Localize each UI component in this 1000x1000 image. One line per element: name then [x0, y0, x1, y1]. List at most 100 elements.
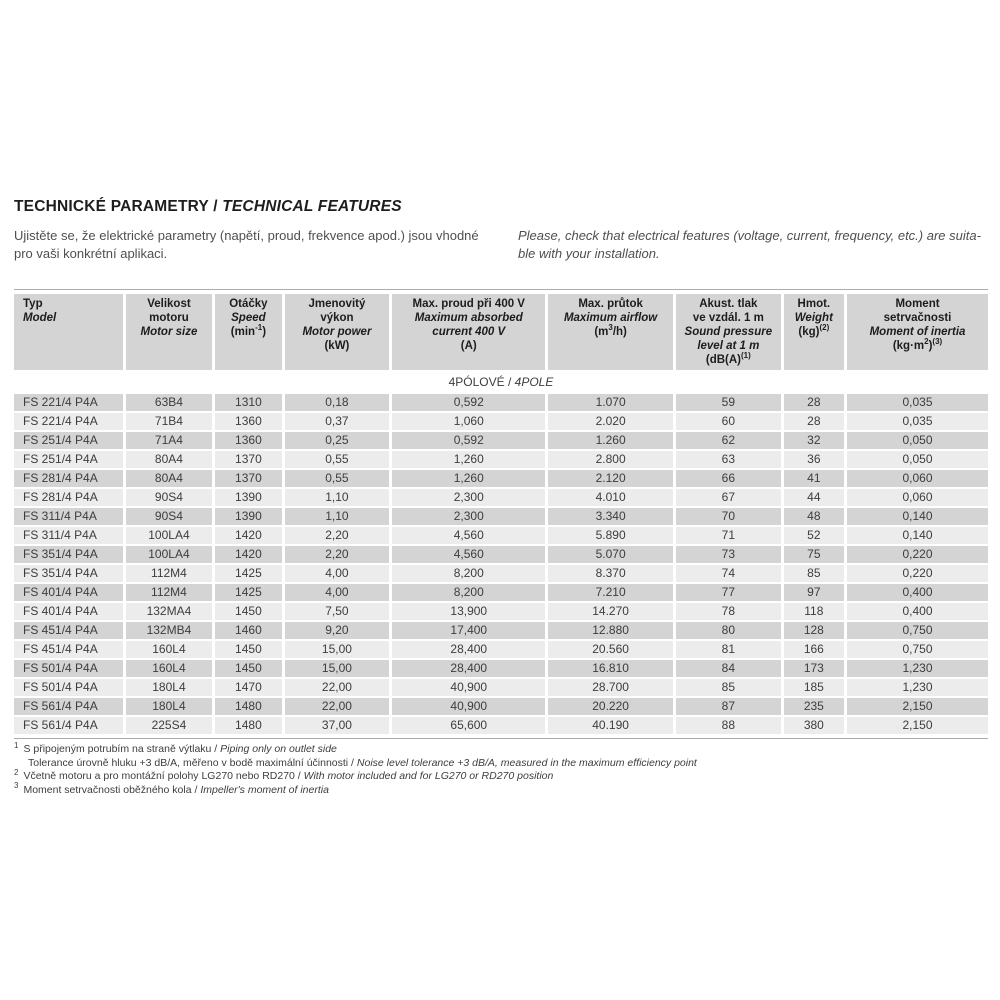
cell-speed: 1425: [215, 584, 282, 601]
table-row: FS 401/4 P4A 112M4 1425 4,00 8,200 7.210…: [14, 584, 988, 601]
cell-motor-size: 160L4: [125, 660, 213, 677]
col-weight-unit: (kg)(2): [798, 323, 830, 338]
col-inertia-unit: (kg·m2)(3): [892, 337, 943, 352]
cell-model: FS 451/4 P4A: [14, 622, 123, 639]
cell-motor-size: 90S4: [125, 489, 213, 506]
cell-speed: 1360: [215, 413, 282, 430]
col-power-unit: (kW): [324, 340, 350, 352]
cell-max-airflow: 20.560: [548, 641, 673, 658]
cell-motor-size: 112M4: [125, 565, 213, 582]
cell-speed: 1420: [215, 527, 282, 544]
cell-inertia: 0,140: [847, 508, 988, 525]
footnote-1-en: Piping only on outlet side: [220, 743, 337, 755]
cell-sound-pressure: 63: [676, 451, 781, 468]
cell-motor-power: 1,10: [284, 508, 390, 525]
cell-sound-pressure: 74: [676, 565, 781, 582]
footnote-1-continued: Tolerance úrovně hluku +3 dB/A, měřeno v…: [28, 757, 988, 771]
cell-motor-power: 0,55: [284, 451, 390, 468]
table-row: FS 251/4 P4A 80A4 1370 0,55 1,260 2.800 …: [14, 451, 988, 468]
intro-czech-line2: pro vaši konkrétní aplikaci.: [14, 245, 168, 261]
cell-max-current: 8,200: [392, 584, 546, 601]
cell-sound-pressure: 85: [676, 679, 781, 696]
col-sound-unit: (dB(A)(1): [705, 351, 751, 366]
cell-max-airflow: 28.700: [548, 679, 673, 696]
cell-model: FS 281/4 P4A: [14, 470, 123, 487]
cell-weight: 48: [783, 508, 845, 525]
cell-motor-size: 71A4: [125, 432, 213, 449]
cell-speed: 1370: [215, 470, 282, 487]
cell-max-airflow: 12.880: [548, 622, 673, 639]
table-row: FS 451/4 P4A 160L4 1450 15,00 28,400 20.…: [14, 641, 988, 658]
cell-max-current: 13,900: [392, 603, 546, 620]
cell-inertia: 0,220: [847, 546, 988, 563]
cell-model: FS 401/4 P4A: [14, 603, 123, 620]
table-row: FS 561/4 P4A 180L4 1480 22,00 40,900 20.…: [14, 698, 988, 715]
cell-motor-power: 0,55: [284, 470, 390, 487]
cell-sound-pressure: 87: [676, 698, 781, 715]
footnote-3-cs: Moment setrvačnosti oběžného kola /: [23, 783, 201, 796]
cell-speed: 1470: [215, 679, 282, 696]
cell-max-current: 28,400: [392, 660, 546, 677]
cell-max-current: 1,260: [392, 470, 546, 487]
cell-motor-size: 225S4: [125, 717, 213, 734]
col-current-cs: Max. proud při 400 V: [412, 298, 525, 310]
cell-max-airflow: 14.270: [548, 603, 673, 620]
intro-czech-line1: Ujistěte se, že elektrické parametry (na…: [14, 228, 479, 243]
cell-motor-power: 15,00: [284, 660, 390, 677]
cell-model: FS 221/4 P4A: [14, 394, 123, 411]
cell-max-current: 28,400: [392, 641, 546, 658]
cell-weight: 28: [783, 413, 845, 430]
cell-inertia: 0,035: [847, 413, 988, 430]
cell-speed: 1460: [215, 622, 282, 639]
cell-max-current: 0,592: [392, 432, 546, 449]
footnote-1: 1 S připojeným potrubím na straně výtlaku…: [14, 741, 988, 757]
table-row: FS 251/4 P4A 71A4 1360 0,25 0,592 1.260 …: [14, 432, 988, 449]
cell-weight: 28: [783, 394, 845, 411]
cell-max-airflow: 2.800: [548, 451, 673, 468]
col-sound-cs2: ve vzdál. 1 m: [692, 312, 764, 324]
cell-weight: 166: [783, 641, 845, 658]
cell-inertia: 2,150: [847, 717, 988, 734]
cell-motor-power: 0,37: [284, 413, 390, 430]
col-power-cs2: výkon: [320, 312, 354, 324]
footnote-1b-cs: Tolerance úrovně hluku +3 dB/A, měřeno v…: [28, 756, 357, 769]
intro-english-line2: ble with your installation.: [518, 245, 660, 261]
cell-inertia: 0,060: [847, 489, 988, 506]
cell-weight: 128: [783, 622, 845, 639]
cell-motor-size: 100LA4: [125, 546, 213, 563]
cell-max-airflow: 3.340: [548, 508, 673, 525]
footnote-2: 2 Včetně motoru a pro montážní polohy LG2…: [14, 768, 988, 784]
cell-max-airflow: 5.890: [548, 527, 673, 544]
table-row: FS 311/4 P4A 90S4 1390 1,10 2,300 3.340 …: [14, 508, 988, 525]
cell-speed: 1480: [215, 717, 282, 734]
cell-motor-size: 180L4: [125, 698, 213, 715]
cell-model: FS 251/4 P4A: [14, 432, 123, 449]
cell-inertia: 0,050: [847, 451, 988, 468]
cell-inertia: 0,400: [847, 603, 988, 620]
cell-speed: 1420: [215, 546, 282, 563]
cell-model: FS 351/4 P4A: [14, 546, 123, 563]
cell-motor-power: 4,00: [284, 584, 390, 601]
cell-inertia: 1,230: [847, 679, 988, 696]
col-speed-cs: Otáčky: [229, 298, 268, 310]
col-header-max-current: Max. proud při 400 V Maximum absorbed cu…: [392, 294, 546, 370]
cell-model: FS 311/4 P4A: [14, 527, 123, 544]
intro-english-line1: Please, check that electrical features (…: [518, 228, 981, 243]
cell-max-current: 0,592: [392, 394, 546, 411]
cell-model: FS 451/4 P4A: [14, 641, 123, 658]
cell-model: FS 401/4 P4A: [14, 584, 123, 601]
col-inertia-cs1: Moment: [895, 298, 940, 310]
cell-max-current: 2,300: [392, 508, 546, 525]
footnote-3-number: 3: [14, 781, 19, 790]
cell-speed: 1310: [215, 394, 282, 411]
col-power-en: Motor power: [302, 326, 372, 338]
cell-max-current: 4,560: [392, 527, 546, 544]
cell-max-airflow: 16.810: [548, 660, 673, 677]
cell-motor-power: 7,50: [284, 603, 390, 620]
cell-max-airflow: 2.020: [548, 413, 673, 430]
cell-motor-size: 100LA4: [125, 527, 213, 544]
cell-motor-size: 63B4: [125, 394, 213, 411]
col-header-model: Typ Model: [14, 294, 123, 370]
cell-weight: 75: [783, 546, 845, 563]
